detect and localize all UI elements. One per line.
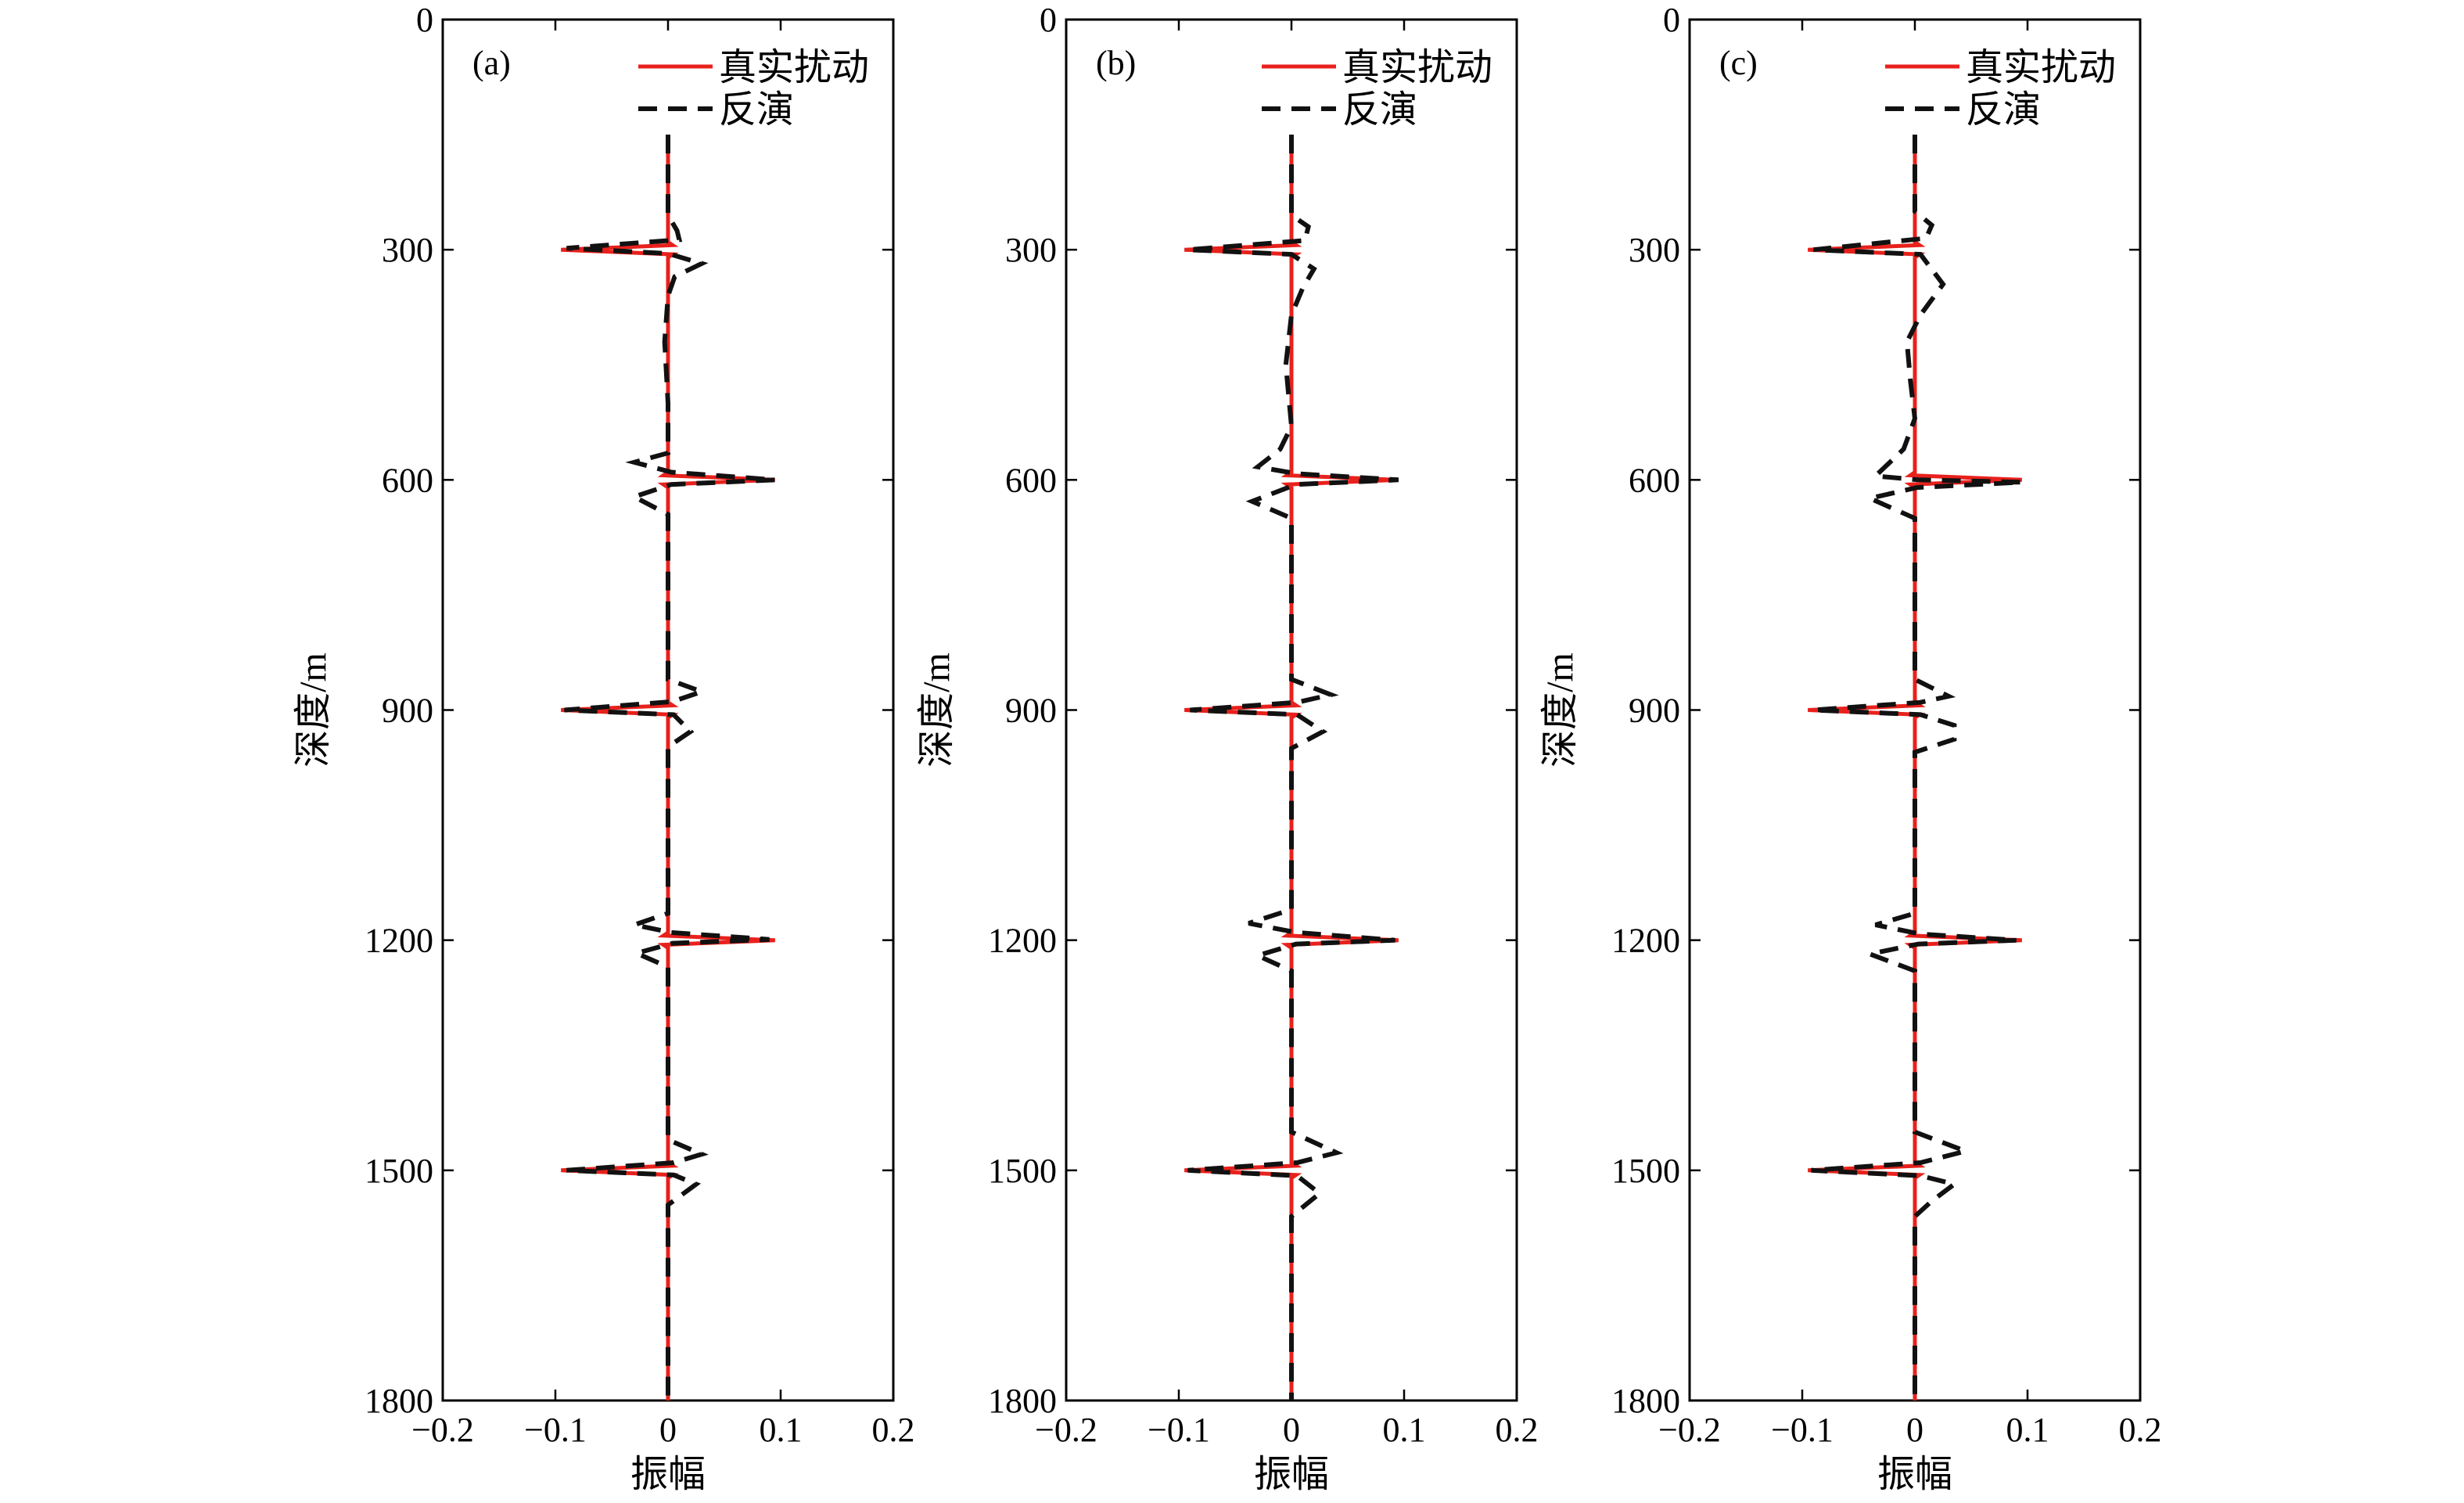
y-tick-label: 900 <box>1005 692 1057 730</box>
y-tick-label: 1800 <box>365 1382 433 1420</box>
x-tick-label: −0.1 <box>1771 1411 1834 1449</box>
x-tick-label: 0 <box>659 1411 677 1449</box>
legend-label: 真实扰动 <box>719 47 869 88</box>
x-tick-label: 0 <box>1906 1411 1923 1449</box>
x-tick-label: −0.1 <box>524 1411 587 1449</box>
x-tick-label: −0.2 <box>1658 1411 1721 1449</box>
y-tick-label: 600 <box>382 461 433 499</box>
x-axis-title: 振幅 <box>630 1454 706 1495</box>
x-tick-label: 0.1 <box>760 1411 803 1449</box>
y-tick-label: 0 <box>416 1 433 39</box>
y-tick-label: 1800 <box>1611 1382 1680 1420</box>
panel-label: (b) <box>1096 44 1136 82</box>
y-tick-label: 1500 <box>1611 1152 1680 1190</box>
series-inverted-line <box>1187 135 1399 1401</box>
y-tick-label: 1800 <box>988 1382 1057 1420</box>
y-tick-label: 900 <box>1629 692 1680 730</box>
x-tick-label: 0.1 <box>2006 1411 2049 1449</box>
panel-label: (c) <box>1719 44 1758 82</box>
panel-label: (a) <box>472 44 511 82</box>
y-axis-title: 深度/m <box>916 653 957 768</box>
legend-label: 真实扰动 <box>1966 47 2116 88</box>
y-axis-title: 深度/m <box>293 653 334 768</box>
y-tick-label: 600 <box>1629 461 1680 499</box>
y-tick-label: 0 <box>1663 1 1680 39</box>
y-tick-label: 1200 <box>988 922 1057 960</box>
x-tick-label: 0.2 <box>872 1411 915 1449</box>
x-tick-label: 0.2 <box>1496 1411 1539 1449</box>
x-tick-label: −0.2 <box>1035 1411 1097 1449</box>
y-tick-label: 600 <box>1005 461 1057 499</box>
legend-label: 真实扰动 <box>1342 47 1492 88</box>
y-tick-label: 1200 <box>365 922 433 960</box>
series-inverted-line <box>564 135 776 1401</box>
x-tick-label: −0.2 <box>411 1411 474 1449</box>
chart-panel-3: −0.2 −0.1 0 0.1 0.2 0 300 600 900 1200 1500 1800 振幅 深… <box>1539 1 2162 1495</box>
y-tick-label: 300 <box>382 231 433 269</box>
y-tick-label: 300 <box>1629 231 1680 269</box>
x-tick-label: 0.1 <box>1383 1411 1426 1449</box>
x-tick-label: 0 <box>1283 1411 1300 1449</box>
y-axis-title: 深度/m <box>1539 653 1581 768</box>
chart-panel-2: −0.2 −0.1 0 0.1 0.2 0 300 600 900 1200 1500 1800 振幅 深… <box>916 1 1539 1495</box>
legend-label: 反演 <box>1966 89 2041 131</box>
y-tick-label: 1500 <box>365 1152 433 1190</box>
x-tick-label: 0.2 <box>2119 1411 2162 1449</box>
legend-label: 反演 <box>1342 89 1417 131</box>
x-axis-title: 振幅 <box>1877 1454 1952 1495</box>
series-inverted-line <box>1811 135 2022 1401</box>
chart-panel-1: −0.2 −0.1 0 0.1 0.2 0 300 600 900 1200 1500 1800 振幅 深… <box>293 1 915 1495</box>
y-tick-label: 900 <box>382 692 433 730</box>
y-tick-label: 1200 <box>1611 922 1680 960</box>
plot-area <box>441 18 895 1402</box>
y-tick-label: 1500 <box>988 1152 1057 1190</box>
x-tick-label: −0.1 <box>1148 1411 1210 1449</box>
x-axis-title: 振幅 <box>1254 1454 1329 1495</box>
legend-label: 反演 <box>719 89 794 131</box>
y-tick-label: 300 <box>1005 231 1057 269</box>
y-tick-label: 0 <box>1040 1 1057 39</box>
